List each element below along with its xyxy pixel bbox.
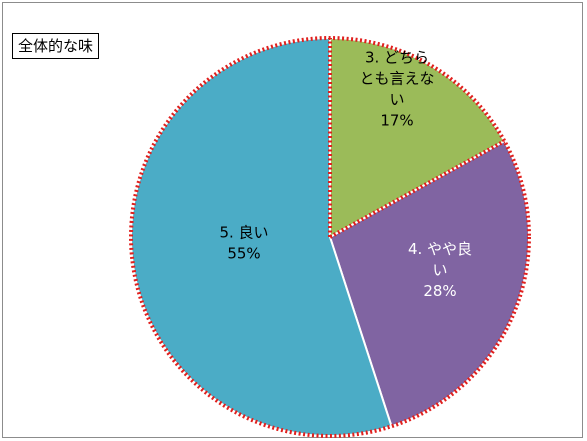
slice-category-label: 3. どちら [365, 49, 429, 67]
slice-category-label: 5. 良い [219, 224, 268, 242]
slice-label-3: 5. 良い 55% [219, 224, 268, 263]
slice-label-1: 3. どちらとも言えない 17% [359, 49, 434, 130]
slice-divider-dotted [329, 139, 506, 239]
slice-percent-label: 17% [380, 112, 413, 130]
slice-category-label: とも言えな [359, 70, 434, 88]
slice-category-label: い [389, 91, 404, 109]
slice-label-2: 4. やや良い 28% [408, 240, 472, 300]
chart-title: 全体的な味 [12, 33, 100, 59]
slice-category-label: い [432, 261, 447, 279]
slice-category-label: 4. やや良 [408, 240, 472, 258]
slice-percent-label: 28% [423, 282, 456, 300]
slice-percent-label: 55% [227, 245, 260, 263]
